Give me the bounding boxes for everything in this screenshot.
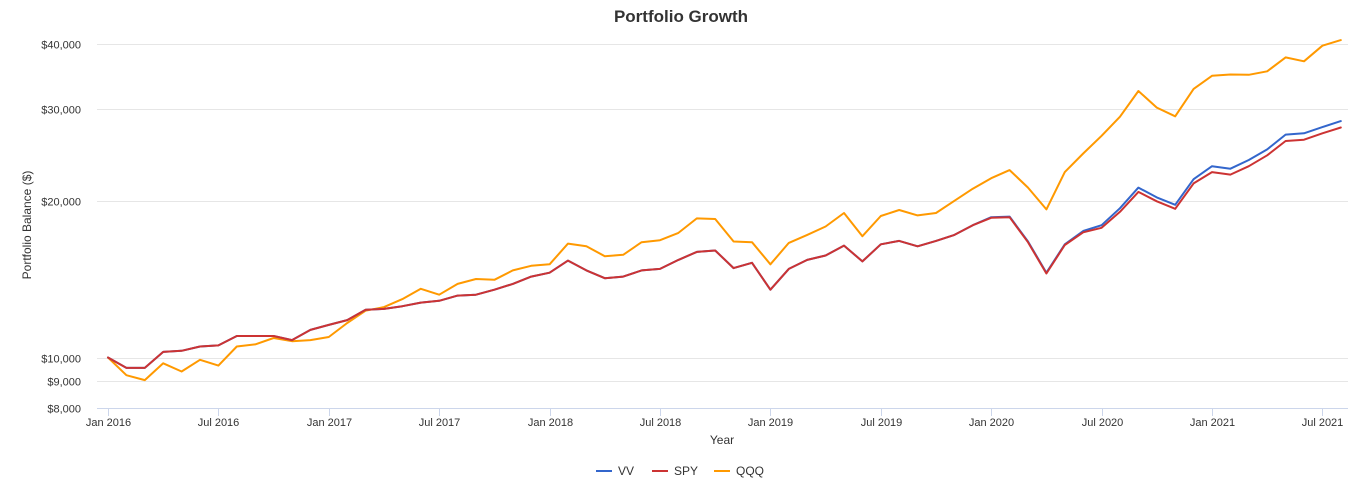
x-tick-label: Jan 2016 xyxy=(86,417,131,429)
legend-item-vv[interactable]: VV xyxy=(596,464,634,478)
series-line-qqq xyxy=(107,39,1342,382)
x-axis-title: Year xyxy=(710,433,734,447)
series-lines xyxy=(107,39,1342,382)
x-axis: Jan 2016 Jul 2016 Jan 2017 Jul 2017 Jan 2018… xyxy=(86,408,1348,429)
series-line-spy xyxy=(107,126,1342,369)
y-tick-label: $9,000 xyxy=(47,377,81,389)
legend-label: QQQ xyxy=(736,464,764,478)
series-line-vv xyxy=(107,120,1342,369)
x-tick-label: Jan 2021 xyxy=(1190,417,1235,429)
x-tick-label: Jul 2020 xyxy=(1082,417,1124,429)
x-tick-label: Jul 2019 xyxy=(861,417,903,429)
x-tick-label: Jan 2017 xyxy=(307,417,352,429)
legend-label: SPY xyxy=(674,464,698,478)
legend-item-spy[interactable]: SPY xyxy=(652,464,698,478)
y-tick-label: $8,000 xyxy=(47,404,81,416)
y-tick-label: $30,000 xyxy=(41,105,81,117)
y-tick-label: $40,000 xyxy=(41,40,81,52)
x-tick-label: Jan 2020 xyxy=(969,417,1014,429)
y-tick-label: $20,000 xyxy=(41,197,81,209)
y-tick-label: $10,000 xyxy=(41,354,81,366)
legend-item-qqq[interactable]: QQQ xyxy=(714,464,764,478)
y-axis-title: Portfolio Balance ($) xyxy=(20,171,34,280)
x-tick-label: Jan 2019 xyxy=(748,417,793,429)
x-tick-label: Jul 2016 xyxy=(198,417,240,429)
x-tick-label: Jul 2021 xyxy=(1302,417,1344,429)
y-axis: $8,000 $9,000 $10,000 $20,000 $30,000 $40,000 xyxy=(41,40,81,416)
x-tick-label: Jul 2017 xyxy=(419,417,461,429)
x-tick-label: Jul 2018 xyxy=(640,417,682,429)
x-tick-label: Jan 2018 xyxy=(528,417,573,429)
legend: VV SPY QQQ xyxy=(596,464,764,478)
legend-label: VV xyxy=(618,464,634,478)
chart-title: Portfolio Growth xyxy=(614,7,748,26)
